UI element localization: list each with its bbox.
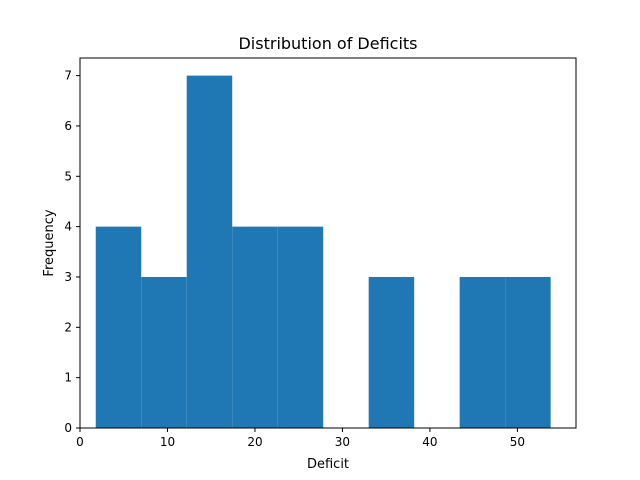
histogram-bar: [459, 276, 506, 428]
y-tick-label: 7: [64, 69, 72, 83]
x-tick-label: 50: [510, 435, 525, 449]
x-tick-label: 30: [335, 435, 350, 449]
y-axis-label: Frequency: [42, 209, 57, 276]
histogram-bar: [232, 226, 278, 428]
x-tick-label: 0: [76, 435, 84, 449]
x-axis-label: Deficit: [307, 457, 349, 472]
histogram-bar: [141, 276, 187, 428]
histogram-bar: [277, 226, 324, 428]
x-tick-label: 10: [160, 435, 175, 449]
bars-group: [95, 75, 551, 428]
plot-area-frame: [79, 57, 577, 429]
y-tick-label: 0: [64, 421, 72, 435]
y-tick-label: 1: [64, 371, 72, 385]
histogram-bar: [186, 75, 233, 428]
y-tick-label: 3: [64, 270, 72, 284]
chart-title: Distribution of Deficits: [238, 34, 417, 53]
y-tick-label: 4: [64, 220, 72, 234]
histogram-bar: [95, 226, 142, 428]
x-axis-ticks: 0 10 20 30 40 50: [76, 428, 525, 449]
y-axis-ticks: 0 1 2 3 4 5 6 7: [64, 69, 80, 435]
x-tick-label: 40: [422, 435, 437, 449]
histogram-bar: [368, 276, 415, 428]
histogram-bar: [505, 276, 551, 428]
y-tick-label: 5: [64, 169, 72, 183]
y-tick-label: 6: [64, 119, 72, 133]
y-tick-label: 2: [64, 320, 72, 334]
x-tick-label: 20: [247, 435, 262, 449]
